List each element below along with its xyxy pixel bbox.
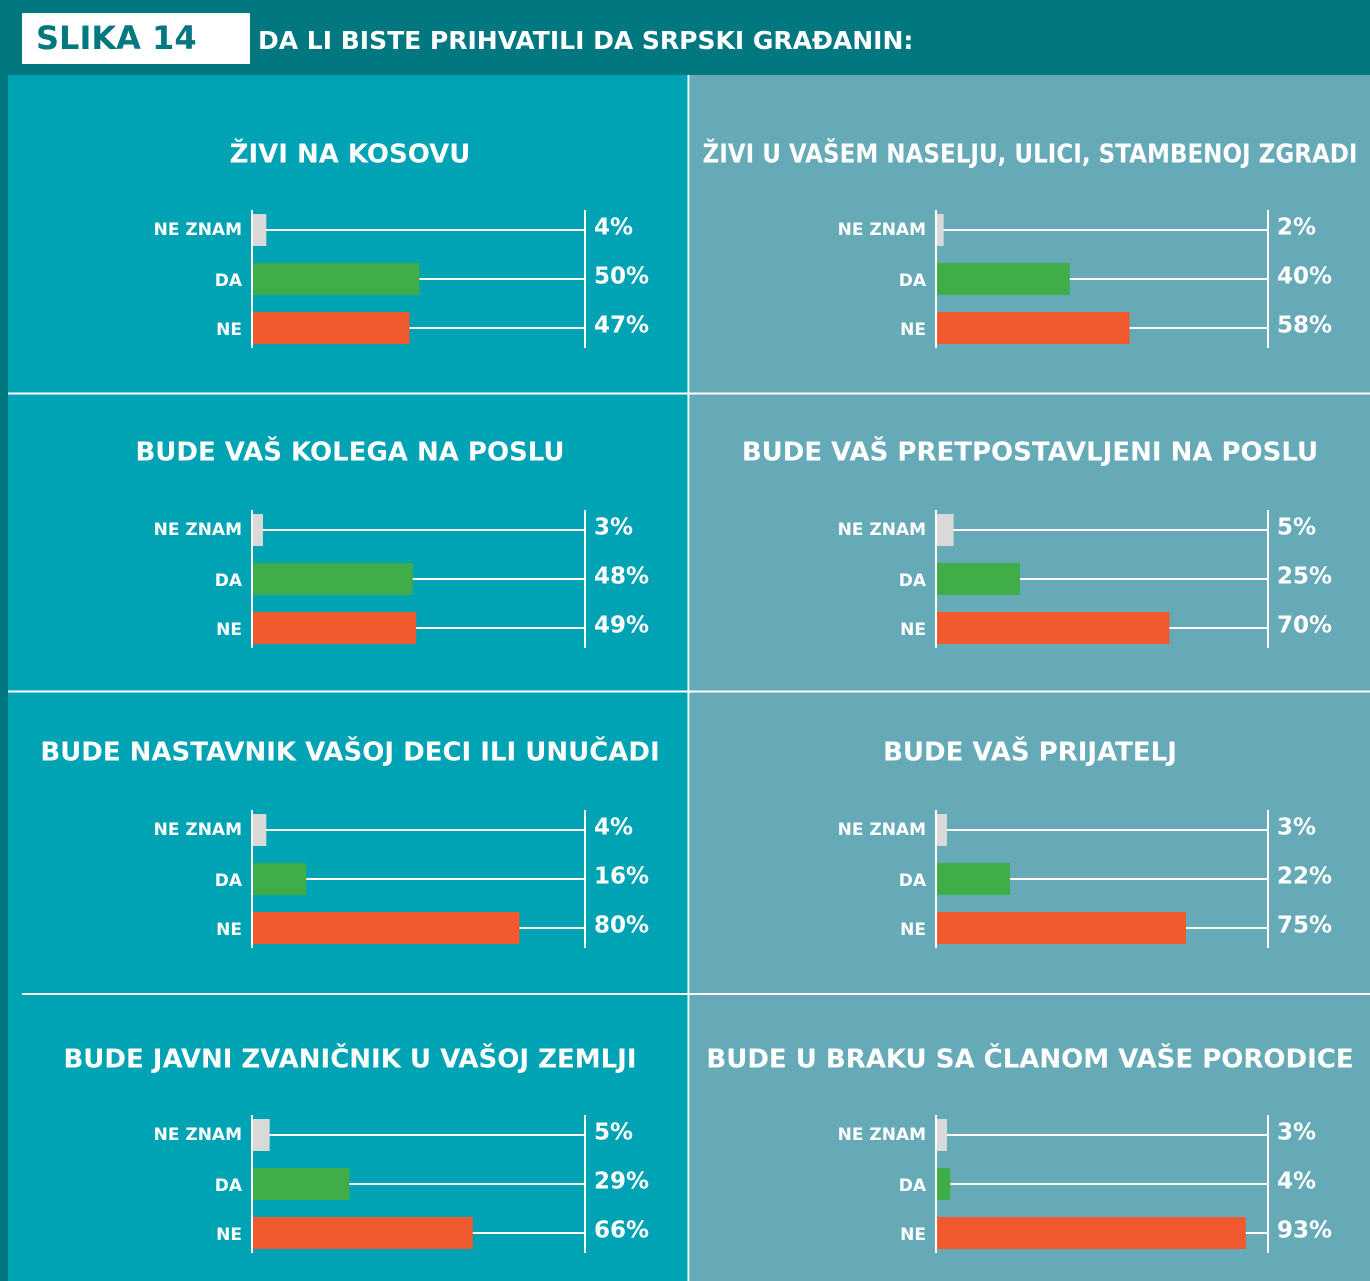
bar	[937, 1217, 1246, 1249]
value-label: 5%	[594, 1120, 633, 1146]
category-label: DA	[215, 571, 243, 591]
value-label: 25%	[1277, 564, 1332, 590]
bar	[253, 814, 267, 846]
category-label: NE ZNAM	[838, 220, 926, 240]
category-label: NE	[216, 620, 242, 640]
bar	[937, 514, 954, 546]
value-label: 4%	[594, 215, 633, 241]
category-label: DA	[215, 871, 243, 891]
category-label: NE ZNAM	[154, 1125, 242, 1145]
value-label: 29%	[594, 1169, 649, 1195]
bar	[253, 912, 520, 944]
value-label: 75%	[1277, 913, 1332, 939]
bar	[253, 863, 307, 895]
value-label: 80%	[594, 913, 649, 939]
header-label-box	[22, 13, 250, 64]
bar	[937, 214, 944, 246]
bar	[253, 263, 420, 295]
category-label: DA	[899, 271, 927, 291]
category-label: NE ZNAM	[154, 520, 242, 540]
bar	[253, 514, 263, 546]
value-label: 16%	[594, 864, 649, 890]
category-label: NE	[900, 1225, 926, 1245]
category-label: DA	[215, 271, 243, 291]
value-label: 58%	[1277, 313, 1332, 339]
value-label: 3%	[594, 515, 633, 541]
category-label: NE ZNAM	[838, 1125, 926, 1145]
category-label: DA	[899, 1176, 927, 1196]
value-label: 70%	[1277, 613, 1332, 639]
bar	[937, 263, 1070, 295]
category-label: NE	[216, 1225, 242, 1245]
chart-title: BUDE VAŠ KOLEGA NA POSLU	[135, 436, 564, 468]
chart-title: ŽIVI U VAŠEM NASELJU, ULICI, STAMBENOJ Z…	[703, 138, 1358, 170]
bar	[253, 1168, 350, 1200]
chart-title: BUDE VAŠ PRETPOSTAVLJENI NA POSLU	[742, 436, 1318, 468]
bar	[253, 612, 417, 644]
bar	[253, 312, 410, 344]
bar	[937, 1168, 951, 1200]
value-label: 93%	[1277, 1218, 1332, 1244]
bar	[937, 563, 1020, 595]
category-label: NE ZNAM	[838, 520, 926, 540]
value-label: 3%	[1277, 1120, 1316, 1146]
value-label: 2%	[1277, 215, 1316, 241]
bar	[937, 612, 1170, 644]
value-label: 3%	[1277, 815, 1316, 841]
chart-title: BUDE JAVNI ZVANIČNIK U VAŠOJ ZEMLJI	[63, 1043, 636, 1075]
category-label: NE	[900, 920, 926, 940]
bar	[937, 1119, 947, 1151]
header-title: DA LI BISTE PRIHVATILI DA SRPSKI GRAĐANI…	[258, 26, 913, 55]
value-label: 40%	[1277, 264, 1332, 290]
chart-title: ŽIVI NA KOSOVU	[230, 138, 471, 170]
category-label: DA	[899, 871, 927, 891]
category-label: NE ZNAM	[154, 220, 242, 240]
category-label: NE	[216, 320, 242, 340]
value-label: 66%	[594, 1218, 649, 1244]
category-label: NE ZNAM	[838, 820, 926, 840]
bar	[937, 814, 947, 846]
category-label: DA	[899, 571, 927, 591]
category-label: NE ZNAM	[154, 820, 242, 840]
value-label: 4%	[1277, 1169, 1316, 1195]
bar	[253, 214, 267, 246]
bar	[253, 563, 413, 595]
value-label: 48%	[594, 564, 649, 590]
value-label: 22%	[1277, 864, 1332, 890]
category-label: NE	[900, 620, 926, 640]
category-label: DA	[215, 1176, 243, 1196]
bar	[253, 1217, 473, 1249]
bar	[937, 863, 1011, 895]
value-label: 4%	[594, 815, 633, 841]
bar	[937, 312, 1130, 344]
category-label: NE	[216, 920, 242, 940]
chart-title: BUDE VAŠ PRIJATELJ	[883, 736, 1177, 768]
bar	[937, 912, 1186, 944]
bar	[253, 1119, 270, 1151]
chart-title: BUDE U BRAKU SA ČLANOM VAŠE PORODICE	[706, 1043, 1353, 1075]
value-label: 50%	[594, 264, 649, 290]
header-label: SLIKA 14	[36, 19, 197, 57]
chart-title: BUDE NASTAVNIK VAŠOJ DECI ILI UNUČADI	[40, 736, 659, 768]
value-label: 49%	[594, 613, 649, 639]
value-label: 47%	[594, 313, 649, 339]
category-label: NE	[900, 320, 926, 340]
left-strip	[0, 75, 8, 1281]
value-label: 5%	[1277, 515, 1316, 541]
